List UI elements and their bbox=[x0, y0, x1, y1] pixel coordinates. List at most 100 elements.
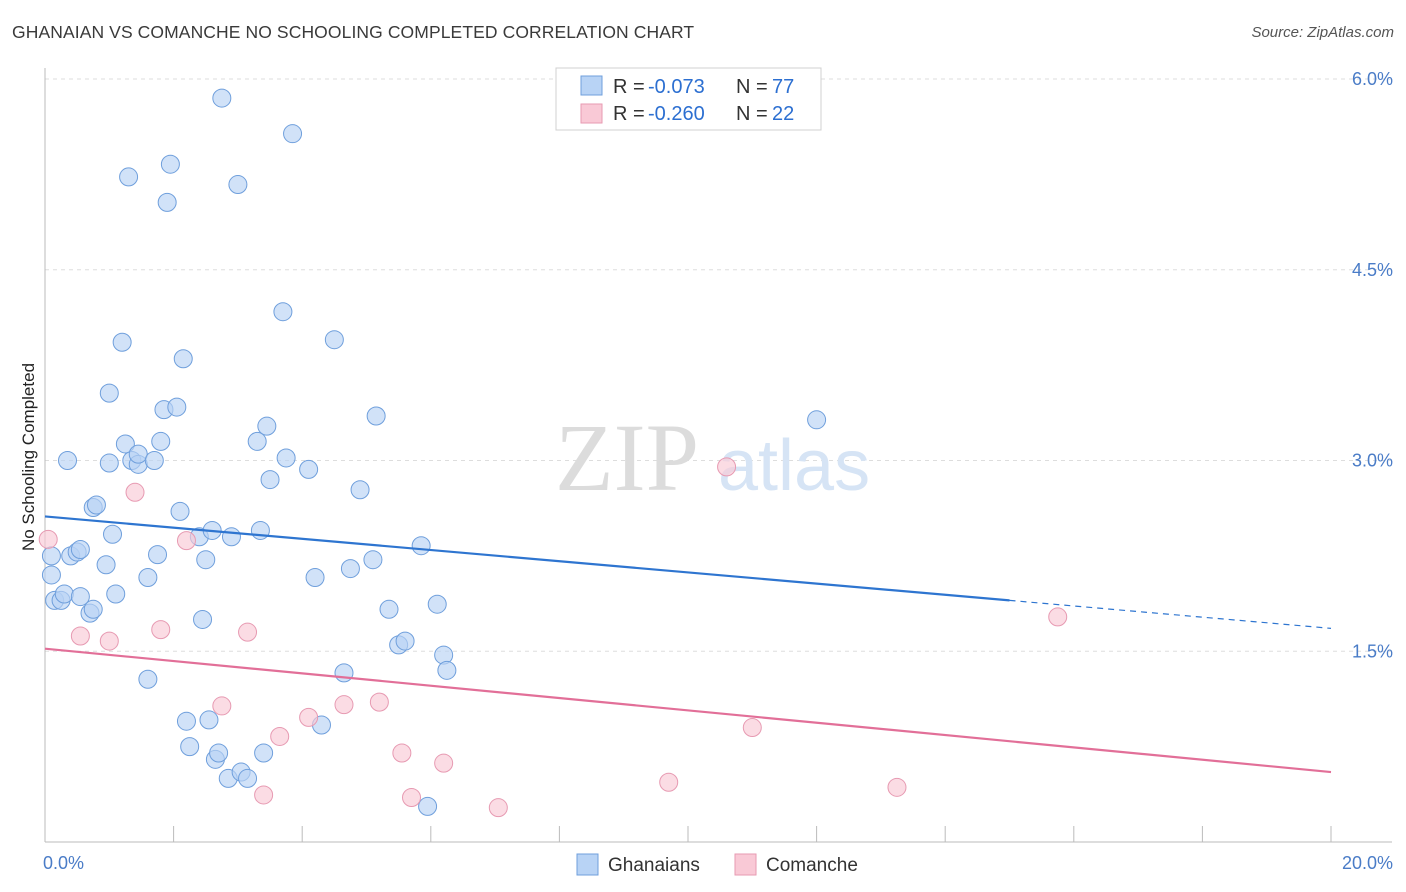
ghanaian-point bbox=[157, 192, 177, 212]
comanche-trend-line bbox=[44, 647, 1332, 774]
legend-swatch-comanche bbox=[580, 103, 603, 124]
ghanaian-point bbox=[221, 527, 241, 547]
ghanaians-trend-line bbox=[44, 515, 1010, 602]
ghanaian-point bbox=[350, 480, 370, 500]
x-tick-label-min: 0.0% bbox=[43, 853, 84, 873]
ghanaian-point bbox=[340, 559, 360, 579]
ghanaian-point bbox=[260, 470, 280, 490]
ghanaian-point bbox=[209, 743, 229, 763]
ghanaian-point bbox=[257, 416, 277, 436]
legend-swatch-ghanaians bbox=[580, 75, 603, 96]
comanche-point bbox=[659, 772, 679, 792]
points-layer bbox=[38, 88, 1068, 818]
ghanaian-point bbox=[128, 444, 148, 464]
watermark: ZIP atlas bbox=[555, 404, 870, 511]
ghanaian-point bbox=[176, 711, 196, 731]
comanche-point bbox=[254, 785, 274, 805]
comanche-point bbox=[334, 695, 354, 715]
ghanaian-point bbox=[411, 536, 431, 556]
comanche-point bbox=[212, 696, 232, 716]
comanche-point bbox=[887, 777, 907, 797]
legend-r-label-1: R = bbox=[613, 76, 645, 98]
bottom-legend: Ghanaians Comanche bbox=[576, 853, 858, 876]
y-tick-label: 1.5% bbox=[1352, 641, 1393, 661]
comanche-point bbox=[151, 620, 171, 640]
comanche-point bbox=[176, 531, 196, 551]
ghanaian-point bbox=[173, 349, 193, 369]
ghanaian-point bbox=[99, 383, 119, 403]
comanche-point bbox=[270, 726, 290, 746]
comanche-point bbox=[1048, 607, 1068, 627]
bottom-legend-swatch-ghanaians bbox=[576, 853, 599, 876]
ghanaian-point bbox=[70, 587, 90, 607]
ghanaian-point bbox=[138, 567, 158, 587]
ghanaian-point bbox=[54, 584, 74, 604]
ghanaian-point bbox=[103, 524, 123, 544]
ghanaian-point bbox=[193, 609, 213, 629]
legend-n-value-2: 22 bbox=[772, 103, 794, 125]
comanche-point bbox=[488, 798, 508, 818]
chart-source: Source: ZipAtlas.com bbox=[1251, 24, 1394, 41]
ghanaian-point bbox=[379, 599, 399, 619]
ghanaian-point bbox=[170, 501, 190, 521]
comanche-point bbox=[70, 626, 90, 646]
axis-layer: 1.5% 3.0% 4.5% 6.0% 0.0% 20.0% bbox=[43, 68, 1393, 873]
comanche-point bbox=[38, 529, 58, 549]
ghanaian-point bbox=[807, 410, 827, 430]
ghanaian-point bbox=[254, 743, 274, 763]
bottom-legend-label-comanche: Comanche bbox=[766, 855, 858, 876]
ghanaian-point bbox=[99, 453, 119, 473]
ghanaian-point bbox=[167, 397, 187, 417]
comanche-point bbox=[402, 787, 422, 807]
comanche-point bbox=[392, 743, 412, 763]
comanche-point bbox=[369, 692, 389, 712]
ghanaian-point bbox=[41, 565, 61, 585]
ghanaian-point bbox=[58, 451, 78, 470]
bottom-legend-swatch-comanche bbox=[734, 853, 757, 876]
ghanaian-point bbox=[115, 434, 135, 454]
y-tick-label: 6.0% bbox=[1352, 69, 1393, 89]
x-tick-label-max: 20.0% bbox=[1342, 853, 1393, 873]
ghanaian-point bbox=[427, 594, 447, 614]
comanche-point bbox=[434, 753, 454, 773]
y-tick-label: 4.5% bbox=[1352, 260, 1393, 280]
ghanaian-point bbox=[106, 584, 126, 604]
comanche-point bbox=[717, 457, 737, 477]
bottom-legend-label-ghanaians: Ghanaians bbox=[608, 855, 700, 876]
y-axis-title: No Schooling Completed bbox=[19, 363, 38, 551]
ghanaian-point bbox=[395, 631, 415, 651]
legend-r-value-2: -0.260 bbox=[648, 103, 705, 125]
comanche-point bbox=[125, 482, 145, 502]
ghanaian-point bbox=[96, 555, 116, 575]
watermark-zip: ZIP bbox=[555, 404, 699, 511]
ghanaians-trend-extension bbox=[1009, 599, 1332, 629]
watermark-atlas: atlas bbox=[718, 426, 870, 506]
ghanaian-point bbox=[305, 567, 325, 587]
ghanaian-point bbox=[334, 663, 354, 683]
legend-r-label-2: R = bbox=[613, 103, 645, 125]
ghanaian-point bbox=[199, 710, 219, 730]
ghanaian-point bbox=[148, 545, 168, 565]
ghanaian-point bbox=[160, 154, 180, 174]
legend-n-label-1: N = bbox=[736, 76, 768, 98]
y-tick-label: 3.0% bbox=[1352, 451, 1393, 471]
legend-n-label-2: N = bbox=[736, 103, 768, 125]
ghanaian-point bbox=[212, 88, 232, 108]
trend-layer bbox=[44, 515, 1332, 774]
ghanaian-point bbox=[363, 550, 383, 570]
ghanaian-point bbox=[119, 167, 139, 187]
chart-title: GHANAIAN VS COMANCHE NO SCHOOLING COMPLE… bbox=[12, 22, 695, 42]
ghanaian-point bbox=[283, 124, 303, 144]
comanche-point bbox=[238, 622, 258, 642]
ghanaian-point bbox=[324, 330, 344, 350]
ghanaian-point bbox=[86, 495, 106, 515]
ghanaian-point bbox=[238, 768, 258, 788]
ghanaian-point bbox=[247, 431, 267, 451]
ghanaian-point bbox=[366, 406, 386, 426]
ghanaian-point bbox=[144, 451, 164, 470]
ghanaian-point bbox=[83, 599, 103, 619]
grid-layer bbox=[45, 78, 1392, 652]
ghanaian-point bbox=[41, 546, 61, 566]
comanche-point bbox=[99, 631, 119, 651]
